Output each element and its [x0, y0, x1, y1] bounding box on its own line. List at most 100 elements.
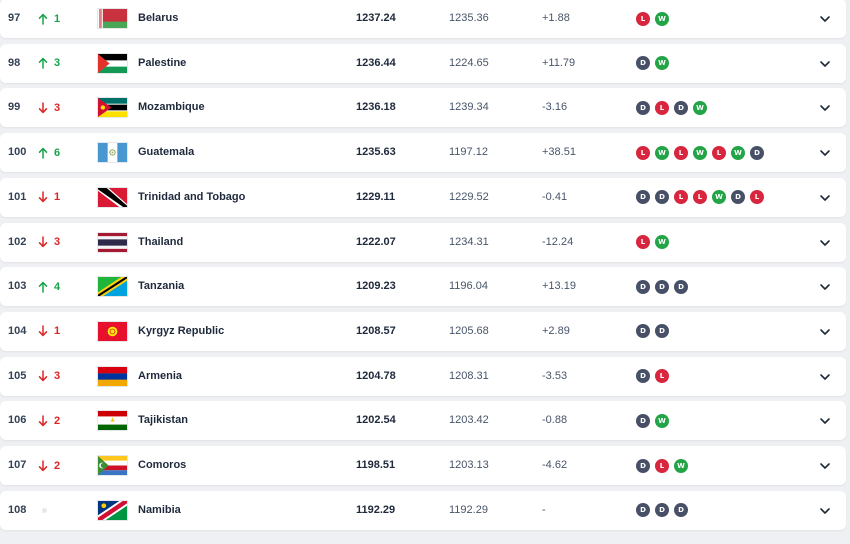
- points-change: -3.53: [542, 369, 568, 382]
- points-change: +38.51: [542, 146, 576, 159]
- country-name[interactable]: Trinidad and Tobago: [138, 190, 246, 203]
- expand-chevron-down-icon[interactable]: [818, 57, 832, 71]
- previous-points: 1208.31: [449, 369, 489, 382]
- rank-number: 101: [8, 190, 27, 203]
- country-name[interactable]: Thailand: [138, 235, 184, 248]
- expand-chevron-down-icon[interactable]: [818, 280, 832, 294]
- arrow-down-icon: [38, 191, 48, 203]
- form-badge: D: [636, 503, 650, 518]
- rank-move-value: 2: [54, 414, 61, 427]
- table-row[interactable]: 101 1 Trinidad and Tobago 1229.11 1229.52 -0.…: [0, 177, 846, 217]
- previous-points: 1197.12: [449, 146, 488, 159]
- rank-move-value: 3: [54, 370, 61, 383]
- expand-chevron-down-icon[interactable]: [818, 191, 832, 205]
- expand-chevron-down-icon[interactable]: [818, 459, 832, 473]
- table-row[interactable]: 104 1 Kyrgyz Republic 1208.57 1205.68 +2.89 D D: [0, 311, 846, 351]
- rank-movement: 1: [38, 312, 60, 351]
- table-row[interactable]: 106 2 Tajikistan 1202.54 1203.42 -0.88 D W: [0, 401, 846, 441]
- expand-chevron-down-icon[interactable]: [818, 12, 832, 26]
- form-badge: W: [693, 100, 707, 115]
- rank-move-value: 1: [54, 12, 61, 25]
- expand-chevron-down-icon[interactable]: [818, 370, 832, 384]
- table-row[interactable]: 108 Namibia 1192.29 1192.29- D D D: [0, 490, 846, 530]
- previous-points: 1192.29: [449, 503, 488, 516]
- rank-movement: [38, 491, 47, 530]
- expand-chevron-down-icon[interactable]: [818, 146, 832, 160]
- form-badge: W: [655, 235, 669, 249]
- form-badge: D: [636, 324, 650, 339]
- previous-points: 1224.65: [449, 56, 489, 69]
- country-name[interactable]: Armenia: [138, 369, 183, 382]
- points-change: -12.24: [542, 235, 574, 248]
- form-badge: W: [655, 145, 669, 160]
- previous-points: 1203.42: [449, 414, 489, 427]
- points-change: -0.41: [542, 190, 568, 203]
- rank-number: 104: [8, 324, 27, 337]
- tanzania-flag-icon: [97, 276, 128, 298]
- arrow-down-icon: [38, 325, 48, 337]
- form-badge: D: [674, 279, 688, 294]
- country-name[interactable]: Tanzania: [138, 280, 185, 293]
- total-points: 1229.11: [356, 190, 396, 203]
- table-row[interactable]: 102 3 Thailand 1222.07 1234.31 -12.24 L W: [0, 222, 846, 262]
- form-badge: W: [655, 413, 669, 428]
- rank-move-value: 1: [54, 191, 61, 204]
- country-name[interactable]: Comoros: [138, 459, 187, 471]
- expand-chevron-down-icon[interactable]: [818, 101, 832, 115]
- table-row[interactable]: 98 3 Palestine 1236.44 1224.65 +11.79 D W: [0, 43, 846, 83]
- expand-chevron-down-icon[interactable]: [818, 414, 832, 428]
- expand-chevron-down-icon[interactable]: [818, 236, 832, 250]
- rank-movement: 3: [38, 44, 60, 83]
- namibia-flag-icon: [97, 499, 128, 521]
- trinidad-flag-icon: [97, 186, 128, 208]
- total-points: 1208.57: [356, 324, 396, 337]
- form-badge: D: [674, 503, 688, 518]
- belarus-flag-icon: [97, 8, 128, 29]
- rank-move-value: 3: [54, 236, 61, 248]
- table-row[interactable]: 103 4 Tanzania 1209.23 1196.04 +13.19 D D D: [0, 267, 846, 307]
- previous-points: 1229.52: [449, 190, 489, 203]
- arrow-up-icon: [38, 57, 48, 69]
- rank-number: 100: [8, 146, 27, 159]
- previous-points: 1203.13: [449, 459, 489, 471]
- table-row[interactable]: 107 2 Comoros 1198.51 1203.13 -4.62 D L W: [0, 446, 846, 485]
- expand-chevron-down-icon[interactable]: [818, 504, 832, 518]
- country-name[interactable]: Belarus: [138, 12, 179, 24]
- table-row[interactable]: 97 1 Belarus 1237.24 1235.36 +1.88 L W: [0, 0, 846, 38]
- rank-movement: 4: [38, 267, 60, 306]
- expand-chevron-down-icon[interactable]: [818, 325, 832, 339]
- form-badge: D: [655, 503, 669, 518]
- form-badge: L: [693, 190, 707, 205]
- points-change: +13.19: [542, 280, 576, 293]
- rank-move-value: 2: [54, 459, 61, 472]
- total-points: 1192.29: [356, 503, 396, 516]
- arrow-down-icon: [38, 236, 48, 248]
- points-change: +1.88: [542, 12, 570, 24]
- rank-move-value: 3: [54, 57, 61, 70]
- form-badge: D: [636, 190, 650, 205]
- country-name[interactable]: Tajikistan: [138, 414, 188, 427]
- country-name[interactable]: Mozambique: [138, 101, 205, 114]
- form-badge: W: [655, 11, 669, 26]
- country-name[interactable]: Kyrgyz Republic: [138, 324, 225, 337]
- table-row[interactable]: 99 3 Mozambique 1236.18 1239.34 -3.16 D L D W: [0, 88, 846, 128]
- form-badge: L: [674, 190, 688, 205]
- total-points: 1237.24: [356, 12, 396, 24]
- table-row[interactable]: 105 3 Armenia 1204.78 1208.31 -3.53 D L: [0, 356, 846, 396]
- form-badge: D: [636, 458, 650, 473]
- rank-movement: 1: [38, 0, 60, 38]
- table-row[interactable]: 100 6 Guatemala 1235.63 1197.12 +38.51 L W L W L W D: [0, 133, 846, 173]
- points-change: +11.79: [542, 56, 576, 69]
- thailand-flag-icon: [97, 231, 128, 253]
- country-name[interactable]: Guatemala: [138, 146, 195, 159]
- previous-points: 1205.68: [449, 324, 489, 337]
- country-name[interactable]: Namibia: [138, 503, 181, 516]
- mozambique-flag-icon: [97, 97, 128, 119]
- form-badge: L: [636, 145, 650, 160]
- arrow-up-icon: [38, 147, 48, 159]
- country-name[interactable]: Palestine: [138, 56, 187, 69]
